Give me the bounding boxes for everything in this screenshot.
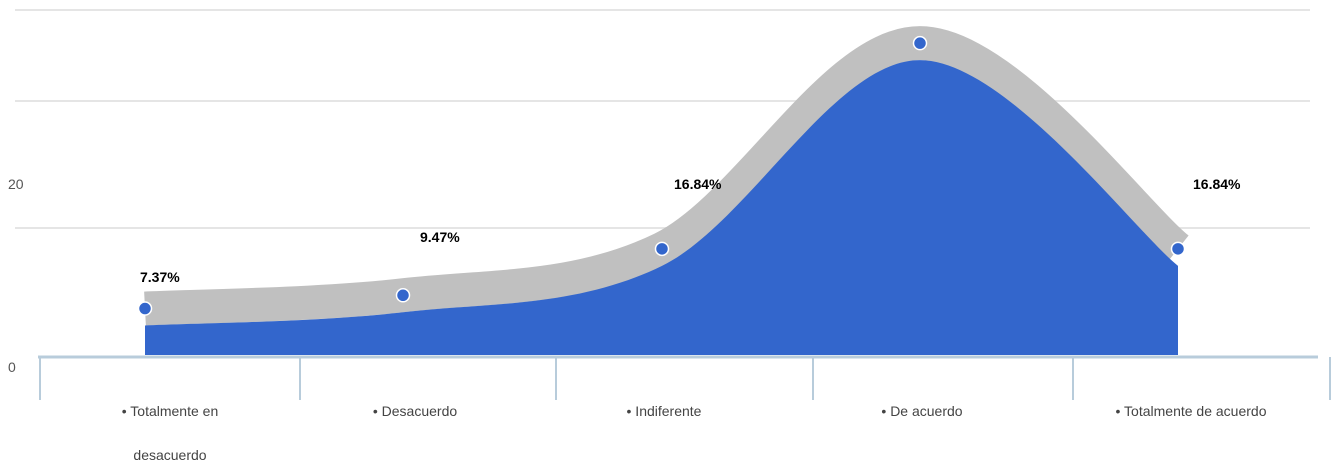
series-area <box>137 26 1190 356</box>
series-band <box>144 26 1190 326</box>
x-axis <box>38 355 1331 400</box>
data-label: 16.84% <box>674 176 722 192</box>
data-label: 7.37% <box>140 269 180 285</box>
category-label: • De acuerdo <box>881 403 962 419</box>
labels: 0 20 • Totalmente en desacuerdo • Desacuerdo… <box>8 176 1267 463</box>
data-point-marker <box>912 35 928 51</box>
category-label: • Indiferente <box>627 403 702 419</box>
data-point-marker <box>137 301 153 316</box>
data-label: 16.84% <box>1193 176 1241 192</box>
data-point-marker <box>654 241 670 257</box>
category-label: • Totalmente de acuerdo <box>1116 403 1267 419</box>
y-tick-label: 0 <box>8 359 16 375</box>
series-area-fill <box>145 60 1178 356</box>
category-label: • Desacuerdo <box>373 403 457 419</box>
category-label: • Totalmente en desacuerdo <box>122 403 218 463</box>
data-point-marker <box>395 288 411 303</box>
data-label: 9.47% <box>420 229 460 245</box>
y-tick-label: 20 <box>8 176 24 192</box>
data-point-marker <box>1170 241 1186 257</box>
